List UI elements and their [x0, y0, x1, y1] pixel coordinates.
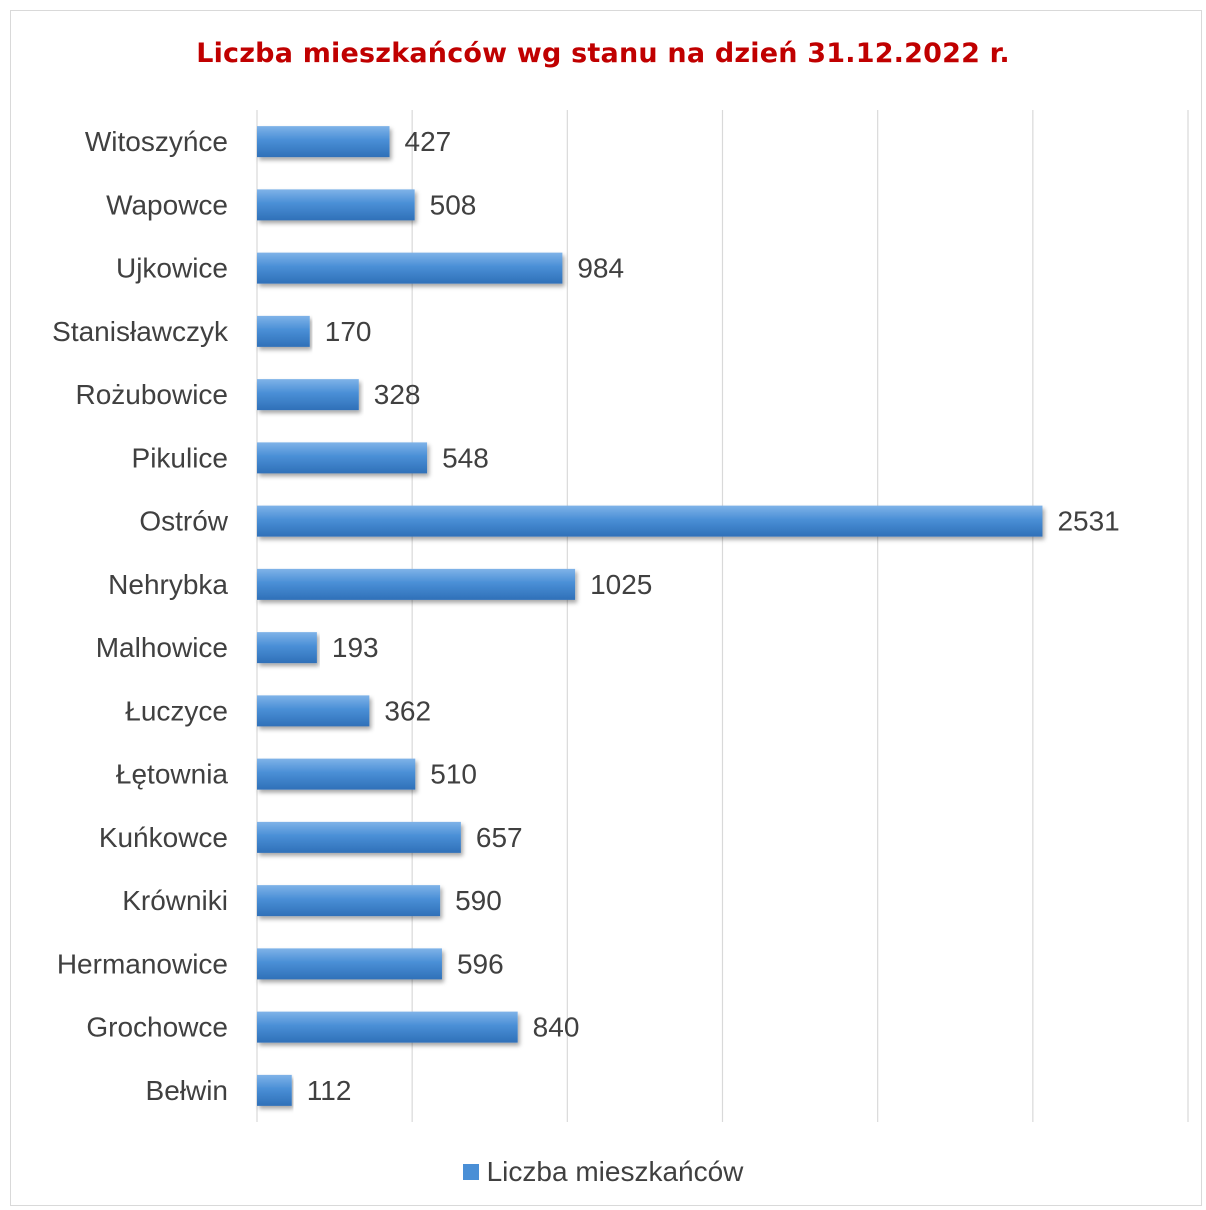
data-label: 193	[332, 632, 379, 663]
category-label: Łuczyce	[125, 695, 228, 726]
data-label: 2531	[1057, 506, 1119, 537]
bar	[257, 568, 576, 600]
bar	[257, 821, 461, 853]
bar	[257, 1074, 292, 1106]
data-label: 596	[457, 948, 504, 979]
category-label: Pikulice	[132, 442, 228, 473]
data-label: 427	[405, 126, 452, 157]
category-label: Grochowce	[86, 1012, 228, 1043]
bar	[257, 632, 317, 664]
bar	[257, 505, 1043, 537]
category-label: Stanisławczyk	[52, 316, 229, 347]
bar	[257, 948, 442, 980]
chart-title: Liczba mieszkańców wg stanu na dzień 31.…	[196, 38, 1010, 69]
category-label: Wapowce	[106, 189, 228, 220]
category-label: Rożubowice	[75, 379, 228, 410]
bar	[257, 885, 441, 917]
bar	[257, 758, 416, 790]
legend-label: Liczba mieszkańców	[486, 1156, 744, 1187]
data-label: 362	[384, 695, 431, 726]
bar	[257, 315, 310, 347]
bar	[257, 695, 370, 727]
bar	[257, 379, 359, 411]
data-label: 510	[430, 759, 477, 790]
legend: Liczba mieszkańców	[0, 1156, 1206, 1188]
legend-swatch	[462, 1164, 479, 1180]
category-label: Malhowice	[96, 632, 228, 663]
category-label: Ujkowice	[116, 253, 228, 284]
data-label: 840	[533, 1012, 580, 1043]
bar	[257, 1011, 518, 1043]
data-label: 1025	[590, 569, 652, 600]
bar	[257, 442, 428, 474]
bar	[257, 252, 563, 284]
category-label: Kuńkowce	[99, 822, 228, 853]
category-label: Krówniki	[122, 885, 228, 916]
data-label: 657	[476, 822, 523, 853]
category-label: Nehrybka	[108, 569, 228, 600]
data-label: 170	[325, 316, 372, 347]
data-label: 984	[577, 253, 624, 284]
category-label: Bełwin	[146, 1075, 228, 1106]
category-label: Witoszyńce	[85, 126, 228, 157]
data-label: 328	[374, 379, 421, 410]
data-label: 548	[442, 442, 489, 473]
data-label: 508	[430, 189, 477, 220]
category-label: Łętownia	[116, 759, 229, 790]
category-label: Hermanowice	[57, 948, 228, 979]
data-label: 112	[307, 1075, 352, 1106]
data-label: 590	[455, 885, 502, 916]
category-label: Ostrów	[139, 506, 228, 537]
bar	[257, 126, 390, 158]
chart-frame	[10, 10, 1202, 1206]
bar	[257, 189, 415, 221]
